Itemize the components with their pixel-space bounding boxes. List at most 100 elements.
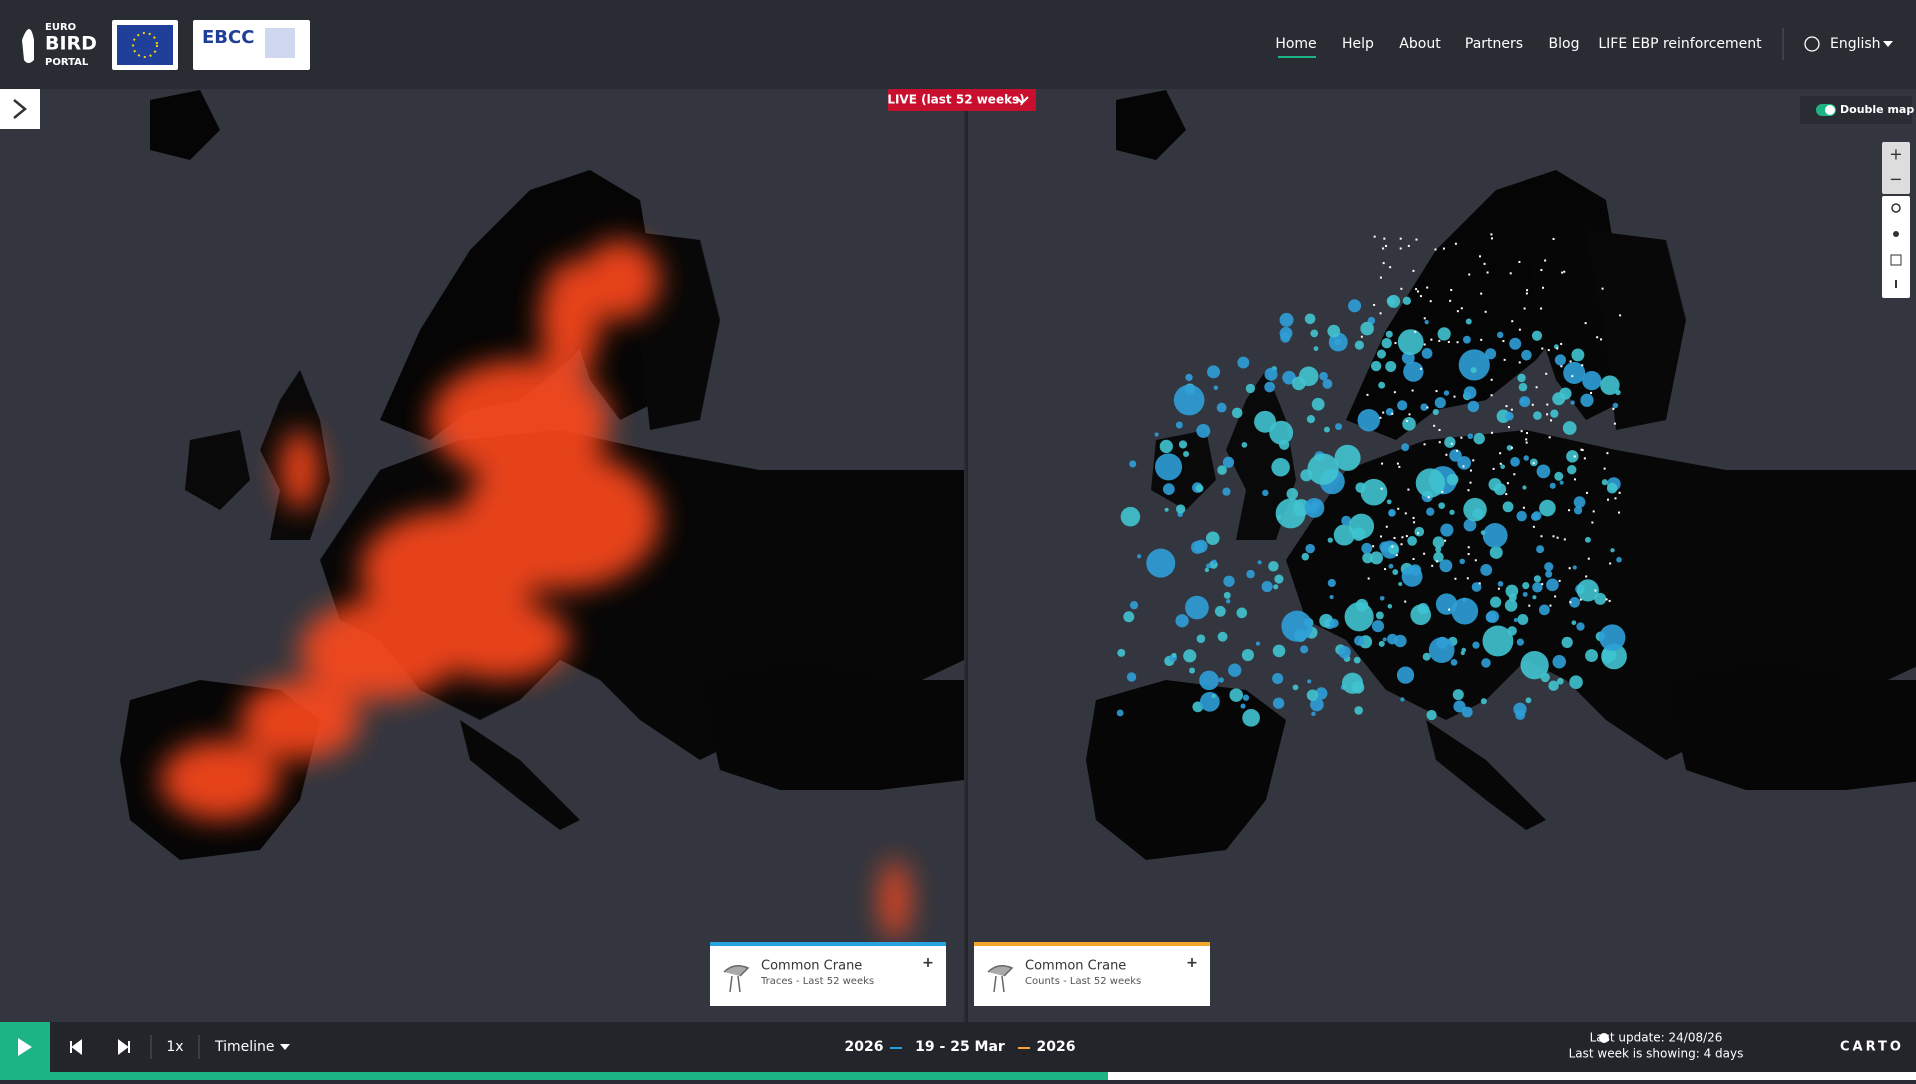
count-dot: [1556, 677, 1564, 685]
count-dot: [1550, 409, 1559, 418]
count-dot: [1176, 504, 1186, 514]
grid-cell: [1467, 489, 1470, 492]
grid-cell: [1399, 237, 1402, 240]
grid-cell: [1478, 582, 1481, 585]
sidebar-toggle[interactable]: [0, 89, 40, 129]
count-dot: [1513, 617, 1519, 623]
count-dot: [1185, 595, 1209, 620]
count-dot: [1319, 613, 1334, 628]
grid-cell: [1587, 557, 1590, 560]
nav-link[interactable]: About: [1399, 36, 1441, 52]
count-dot: [1440, 523, 1454, 537]
info-tool[interactable]: [1895, 280, 1897, 288]
search-tool[interactable]: [1891, 203, 1901, 213]
count-dot: [1554, 354, 1567, 366]
nav-link[interactable]: Home: [1275, 36, 1316, 52]
grid-cell: [1379, 416, 1382, 419]
count-dot: [1482, 625, 1514, 657]
grid-cell: [1431, 564, 1434, 567]
grid-cell: [1448, 608, 1451, 611]
nav-link[interactable]: Help: [1342, 36, 1374, 52]
count-dot: [1509, 337, 1522, 350]
nav-link[interactable]: LIFE EBP reinforcement: [1598, 36, 1762, 52]
count-dot: [1268, 561, 1279, 572]
grid-cell: [1430, 338, 1433, 341]
count-dot: [1386, 499, 1392, 505]
count-dot: [1387, 633, 1398, 645]
fullscreen-tool[interactable]: [1890, 254, 1902, 266]
grid-cell: [1449, 299, 1452, 302]
grid-cell: [1499, 462, 1502, 465]
nav-link[interactable]: Blog: [1549, 36, 1580, 52]
zoom-in[interactable]: +: [1889, 145, 1902, 164]
count-dot: [1205, 531, 1220, 546]
grid-cell: [1594, 589, 1597, 592]
count-dot: [1559, 480, 1564, 485]
grid-cell: [1608, 599, 1611, 602]
timeline-mode[interactable]: Timeline: [214, 1039, 275, 1055]
legend-card[interactable]: [710, 942, 946, 1006]
step-forward[interactable]: [118, 1039, 130, 1055]
grid-cell: [1548, 436, 1551, 439]
grid-cell: [1366, 393, 1369, 396]
count-dot: [1531, 512, 1540, 521]
count-dot: [1510, 456, 1520, 467]
count-dot: [1546, 578, 1559, 592]
count-dot: [1536, 464, 1551, 479]
heatmap: [160, 240, 909, 940]
legend-expand[interactable]: +: [922, 955, 934, 971]
nav-link[interactable]: Partners: [1465, 36, 1523, 52]
count-dot: [1305, 543, 1315, 554]
grid-cell: [1520, 430, 1523, 433]
grid-cell: [1540, 268, 1543, 271]
count-dot: [1378, 381, 1386, 389]
count-dot: [1548, 680, 1559, 691]
step-back[interactable]: [70, 1039, 82, 1055]
count-dot: [1334, 444, 1361, 471]
last-week: Last week is showing: 4 days: [1569, 1047, 1744, 1061]
count-dot: [1164, 507, 1169, 512]
legend-expand[interactable]: +: [1186, 955, 1198, 971]
count-dot: [1338, 645, 1351, 659]
last-update: Last update: 24/08/26: [1590, 1031, 1723, 1045]
speed[interactable]: 1x: [166, 1039, 183, 1055]
count-dot: [1264, 367, 1278, 381]
grid-cell: [1434, 248, 1437, 251]
count-dot: [1544, 562, 1554, 572]
grid-cell: [1400, 287, 1403, 290]
grid-cell: [1480, 338, 1483, 341]
count-dot: [1261, 581, 1273, 593]
grid-cell: [1408, 413, 1411, 416]
language-select[interactable]: English: [1830, 36, 1881, 52]
grid-cell: [1413, 521, 1416, 524]
share-tool[interactable]: [1893, 231, 1899, 237]
grid-cell: [1590, 391, 1593, 394]
count-dot: [1360, 321, 1374, 336]
count-dot: [1357, 408, 1380, 432]
legend-card[interactable]: [974, 942, 1210, 1006]
count-dot: [1402, 417, 1416, 431]
zoom-out[interactable]: −: [1889, 170, 1902, 189]
count-dot: [1480, 530, 1486, 535]
count-dot: [1601, 643, 1627, 670]
grid-cell: [1614, 497, 1617, 500]
eu-stars: [132, 32, 158, 58]
count-dot: [1327, 578, 1336, 588]
count-dot: [1310, 697, 1324, 712]
count-dot: [1388, 544, 1399, 555]
grid-cell: [1456, 341, 1459, 344]
grid-cell: [1490, 378, 1493, 381]
grid-cell: [1445, 453, 1448, 456]
live-badge[interactable]: [888, 89, 1036, 111]
count-dot: [1329, 618, 1339, 628]
count-dot: [1255, 641, 1261, 646]
count-dot: [1369, 551, 1383, 565]
count-dot: [1354, 706, 1363, 715]
grid-cell: [1573, 455, 1576, 458]
grid-cell: [1571, 375, 1574, 378]
grid-cell: [1505, 405, 1508, 408]
play-icon: [18, 1038, 32, 1056]
grid-cell: [1456, 310, 1459, 313]
year-right: 2026: [1037, 1039, 1076, 1055]
